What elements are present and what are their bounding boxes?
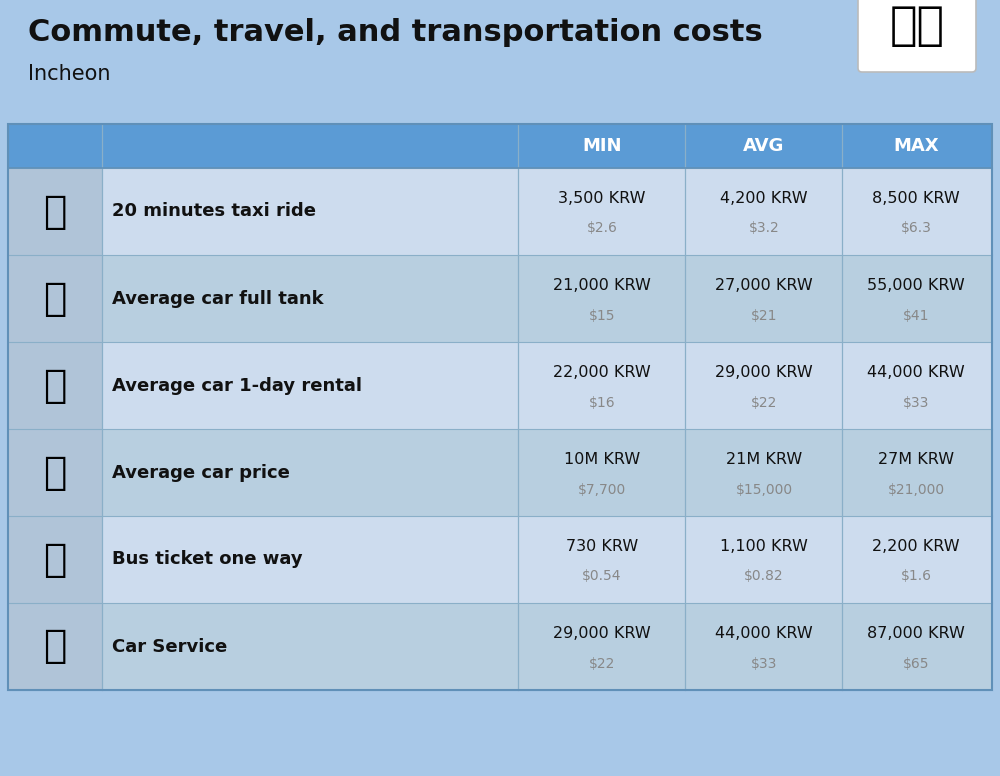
FancyBboxPatch shape (8, 342, 102, 429)
Text: Incheon: Incheon (28, 64, 110, 84)
FancyBboxPatch shape (8, 168, 102, 255)
FancyBboxPatch shape (8, 603, 992, 690)
Text: 4,200 KRW: 4,200 KRW (720, 191, 808, 206)
FancyBboxPatch shape (8, 124, 992, 168)
FancyBboxPatch shape (8, 342, 992, 429)
Text: 29,000 KRW: 29,000 KRW (715, 365, 813, 380)
Text: $0.54: $0.54 (582, 570, 622, 584)
Text: $16: $16 (589, 396, 615, 410)
Text: 44,000 KRW: 44,000 KRW (867, 365, 965, 380)
Text: 29,000 KRW: 29,000 KRW (553, 626, 651, 641)
Text: $3.2: $3.2 (749, 221, 779, 235)
Text: $65: $65 (903, 656, 929, 670)
Text: $22: $22 (589, 656, 615, 670)
Text: $33: $33 (751, 656, 777, 670)
Text: MIN: MIN (582, 137, 622, 155)
Text: $6.3: $6.3 (901, 221, 931, 235)
Text: $41: $41 (903, 309, 929, 323)
Text: 87,000 KRW: 87,000 KRW (867, 626, 965, 641)
Text: Car Service: Car Service (112, 638, 227, 656)
Text: 22,000 KRW: 22,000 KRW (553, 365, 651, 380)
Text: 🚗: 🚗 (43, 453, 67, 491)
Text: $15: $15 (589, 309, 615, 323)
Text: 🚙: 🚙 (43, 366, 67, 404)
Text: 730 KRW: 730 KRW (566, 539, 638, 554)
Text: 10M KRW: 10M KRW (564, 452, 640, 467)
Text: AVG: AVG (743, 137, 785, 155)
Text: $21,000: $21,000 (887, 483, 945, 497)
Text: 🇰🇷: 🇰🇷 (890, 4, 944, 49)
FancyBboxPatch shape (8, 429, 102, 516)
Text: 21M KRW: 21M KRW (726, 452, 802, 467)
Text: Average car price: Average car price (112, 463, 290, 481)
FancyBboxPatch shape (8, 255, 102, 342)
Text: $7,700: $7,700 (578, 483, 626, 497)
Text: 21,000 KRW: 21,000 KRW (553, 278, 651, 293)
Text: 55,000 KRW: 55,000 KRW (867, 278, 965, 293)
Text: Average car 1-day rental: Average car 1-day rental (112, 376, 362, 394)
FancyBboxPatch shape (8, 603, 102, 690)
Text: 1,100 KRW: 1,100 KRW (720, 539, 808, 554)
Text: Bus ticket one way: Bus ticket one way (112, 550, 303, 569)
Text: 🚕: 🚕 (43, 192, 67, 230)
Text: ⛽: ⛽ (43, 279, 67, 317)
Text: Average car full tank: Average car full tank (112, 289, 324, 307)
Text: $0.82: $0.82 (744, 570, 784, 584)
Text: 20 minutes taxi ride: 20 minutes taxi ride (112, 203, 316, 220)
Text: 8,500 KRW: 8,500 KRW (872, 191, 960, 206)
FancyBboxPatch shape (8, 168, 992, 255)
Text: MAX: MAX (893, 137, 939, 155)
FancyBboxPatch shape (8, 429, 992, 516)
Text: $1.6: $1.6 (900, 570, 932, 584)
Text: 44,000 KRW: 44,000 KRW (715, 626, 813, 641)
Text: $21: $21 (751, 309, 777, 323)
FancyBboxPatch shape (858, 0, 976, 72)
Text: $15,000: $15,000 (735, 483, 793, 497)
Text: 🔧: 🔧 (43, 628, 67, 666)
Text: $22: $22 (751, 396, 777, 410)
FancyBboxPatch shape (8, 516, 102, 603)
Text: 27,000 KRW: 27,000 KRW (715, 278, 813, 293)
Text: $33: $33 (903, 396, 929, 410)
Text: 2,200 KRW: 2,200 KRW (872, 539, 960, 554)
FancyBboxPatch shape (8, 516, 992, 603)
Text: 3,500 KRW: 3,500 KRW (558, 191, 646, 206)
Text: Commute, travel, and transportation costs: Commute, travel, and transportation cost… (28, 18, 763, 47)
FancyBboxPatch shape (8, 255, 992, 342)
Text: 27M KRW: 27M KRW (878, 452, 954, 467)
Text: $2.6: $2.6 (587, 221, 617, 235)
Text: 🚌: 🚌 (43, 541, 67, 578)
